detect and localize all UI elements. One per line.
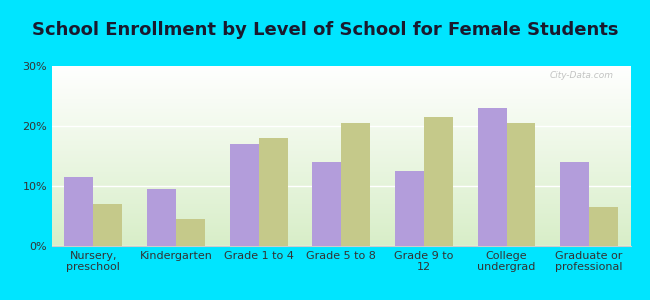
Bar: [229, 144, 259, 246]
Bar: [395, 171, 424, 246]
Bar: [506, 123, 536, 246]
Bar: [94, 204, 122, 246]
Bar: [424, 117, 453, 246]
Text: City-Data.com: City-Data.com: [549, 71, 613, 80]
Bar: [176, 219, 205, 246]
Bar: [560, 162, 589, 246]
Bar: [589, 207, 618, 246]
Bar: [312, 162, 341, 246]
Bar: [147, 189, 176, 246]
Bar: [478, 108, 506, 246]
Bar: [64, 177, 94, 246]
Bar: [259, 138, 287, 246]
Text: School Enrollment by Level of School for Female Students: School Enrollment by Level of School for…: [32, 21, 618, 39]
Bar: [341, 123, 370, 246]
